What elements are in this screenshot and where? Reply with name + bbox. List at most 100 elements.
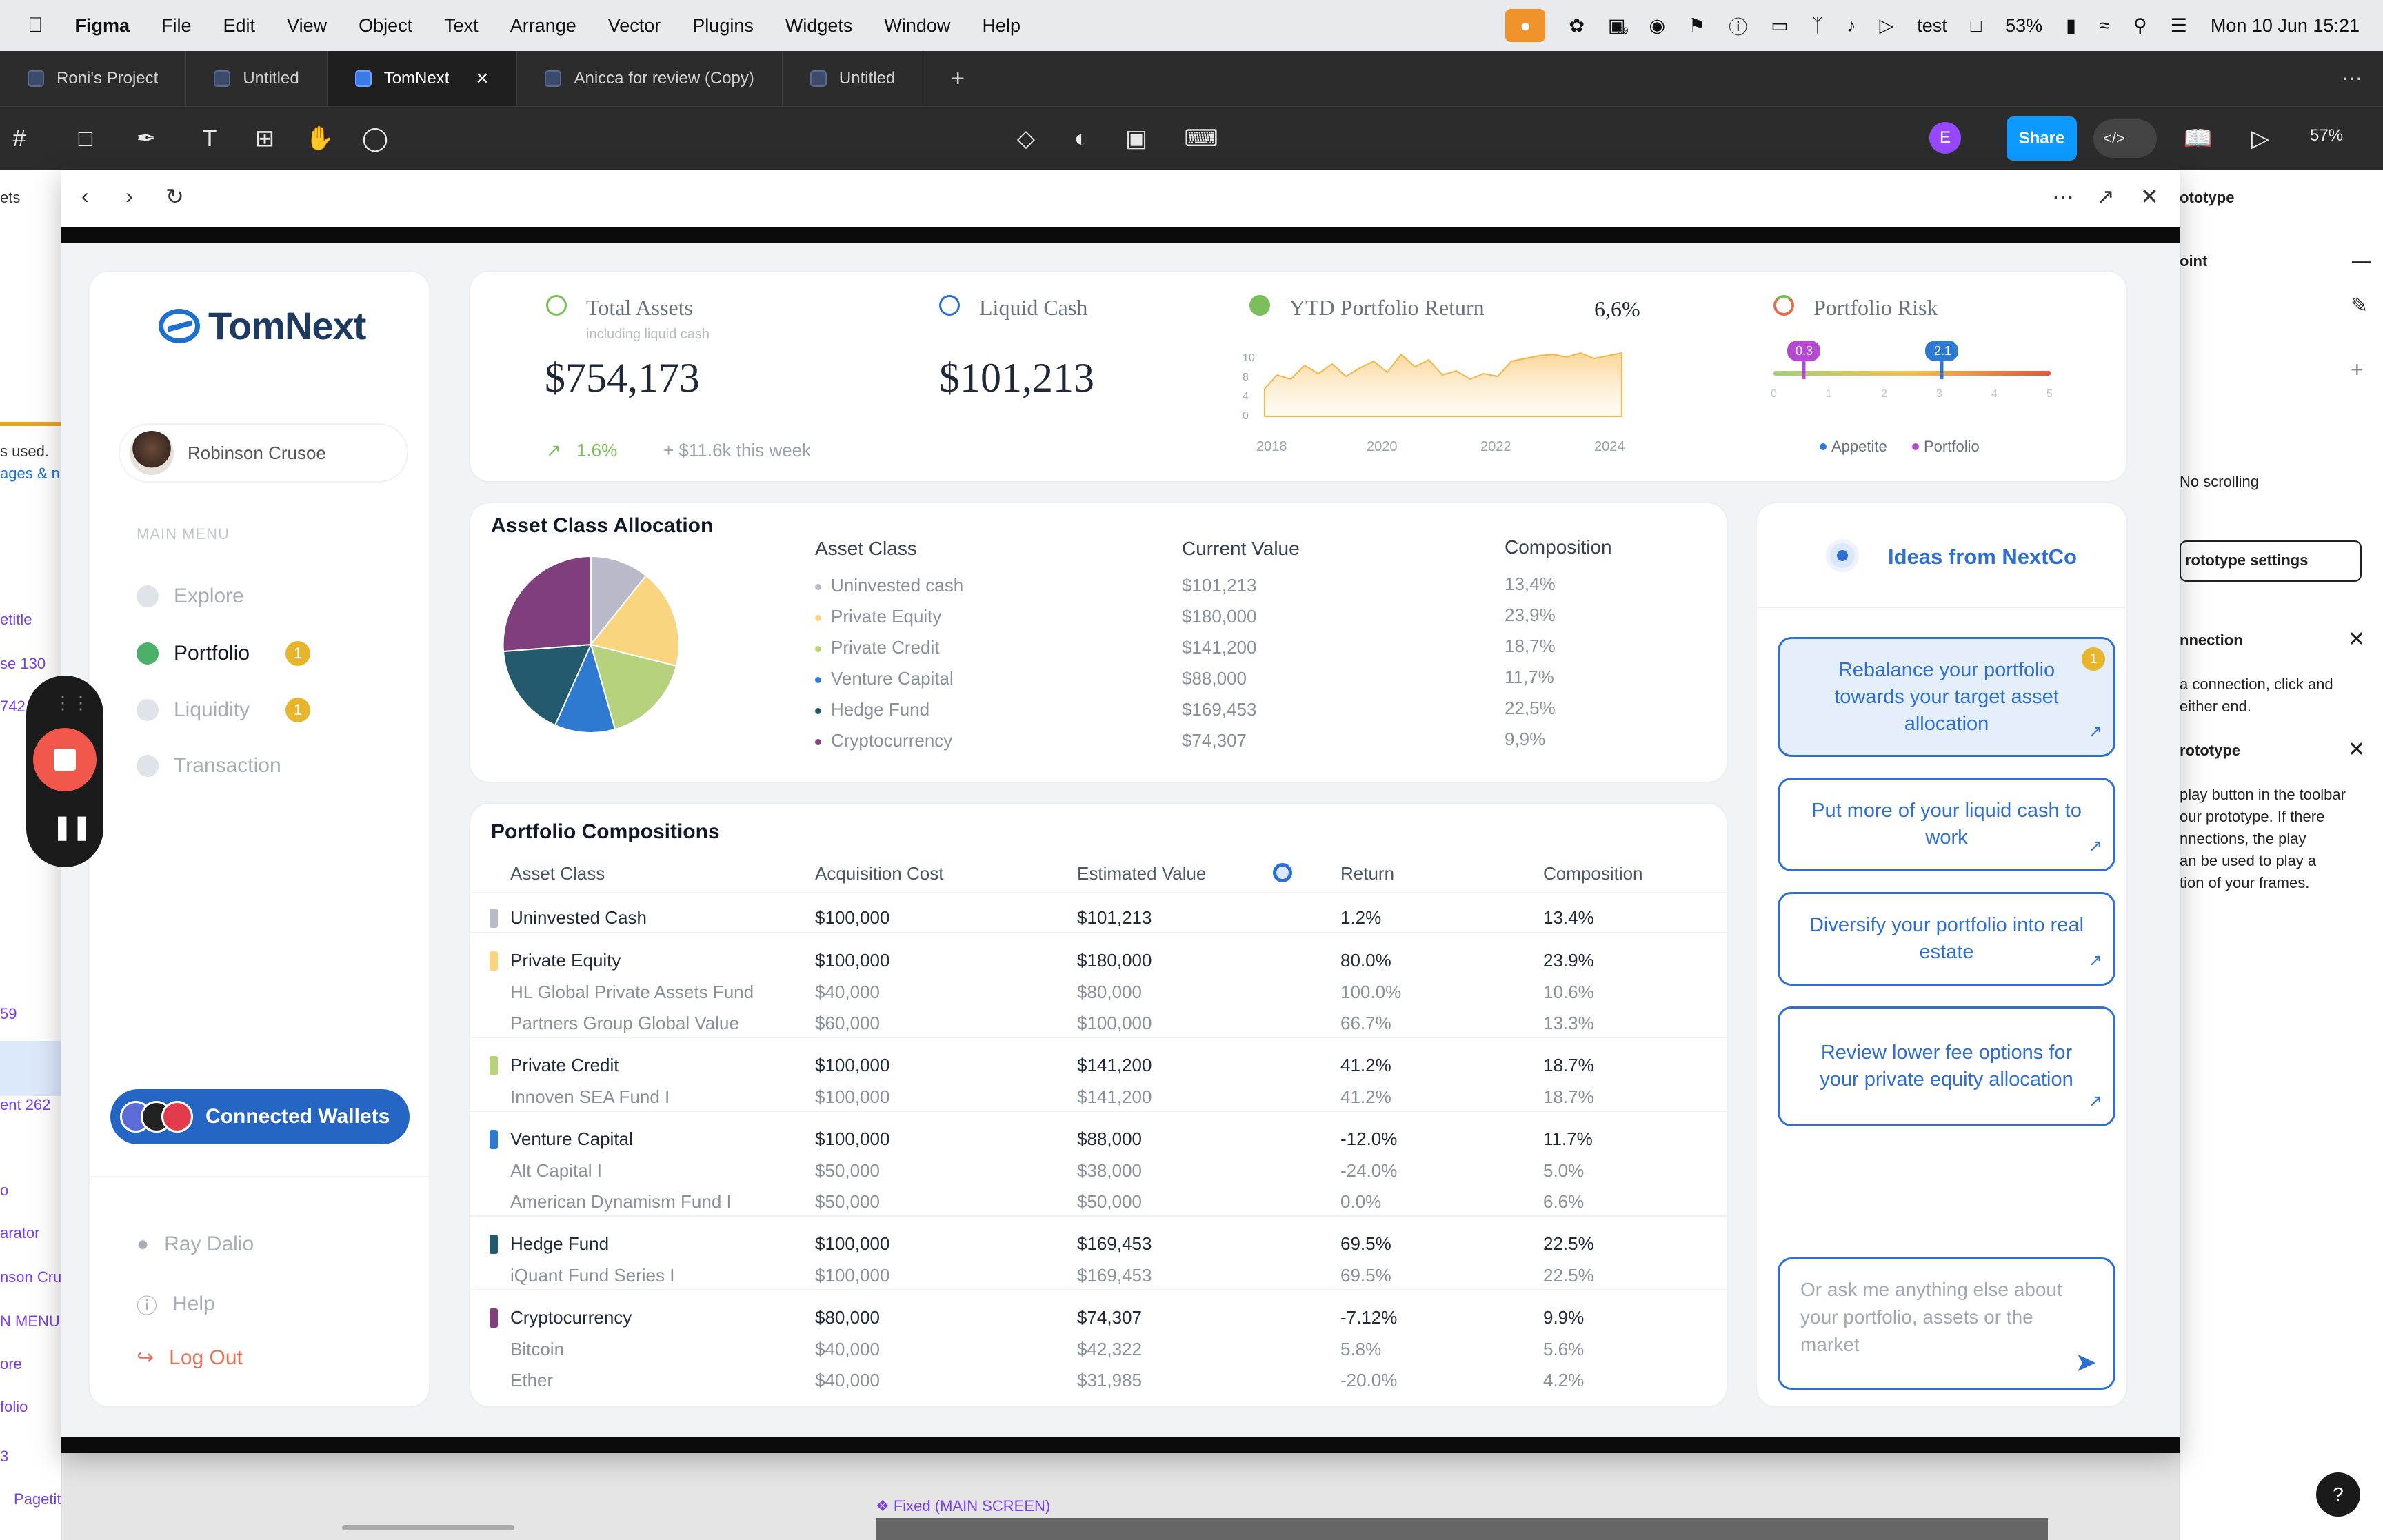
back-icon[interactable]: ‹ [81,183,89,208]
boolean-icon[interactable]: ▣ [1125,125,1148,152]
more-icon[interactable]: ⋯ [2342,67,2362,90]
present-icon[interactable]: ▷ [2251,125,2270,152]
idea-rebalance[interactable]: Rebalance your portfolio towards your ta… [1778,637,2115,757]
new-tab-button[interactable]: + [951,65,965,92]
more-icon[interactable]: ⋯ [2052,184,2074,209]
app-menu[interactable]: Figma [59,14,130,36]
resources-icon[interactable]: ⊞ [254,125,275,152]
nav-transaction[interactable]: Transaction [137,754,281,778]
layer-item[interactable]: ent 262 [0,1096,51,1113]
battery-icon[interactable]: ▮ [2066,14,2076,36]
mask-icon[interactable]: ◐ [1074,125,1089,152]
info-icon[interactable]: ⓘ [1729,17,1748,38]
minus-icon[interactable]: — [2352,250,2371,271]
menu-object[interactable]: Object [343,14,412,36]
group-name[interactable]: Venture Capital [510,1128,633,1149]
status-user[interactable]: test [1917,14,1947,36]
flag-icon[interactable]: ⚑ [1689,14,1706,36]
library-icon[interactable]: 📖 [2183,125,2213,152]
idea-real-estate[interactable]: Diversify your portfolio into real estat… [1778,892,2115,986]
pie-slice-private-credit[interactable] [590,643,678,731]
help-button[interactable]: ? [2316,1472,2360,1517]
pen-tool-icon[interactable]: ✒ [136,125,157,152]
layer-item[interactable]: ages & n [0,465,60,482]
user-profile[interactable]: Robinson Crusoe [119,423,408,483]
display-icon[interactable]: ▭ [1771,14,1789,36]
layer-item[interactable]: ets [0,189,21,206]
layer-item[interactable]: ore [0,1355,22,1372]
avatar[interactable]: E [1929,122,1961,154]
selected-layer[interactable] [0,1041,62,1096]
nav-help[interactable]: ⓘ Help [137,1289,215,1319]
shape-tool-icon[interactable]: □ [78,125,93,152]
close-icon[interactable]: ✕ [2348,738,2366,761]
pie-slice-crypto[interactable] [502,555,592,653]
layer-item[interactable]: se 130 [0,655,46,672]
layer-item[interactable]: etitle [0,611,32,628]
nav-explore[interactable]: Explore [137,585,244,608]
prototype-settings-button[interactable]: rototype settings [2180,540,2362,582]
comment-tool-icon[interactable]: ◯ [361,125,389,152]
scrollbar[interactable] [342,1525,514,1530]
menu-window[interactable]: Window [868,14,950,36]
open-external-icon[interactable]: ↗ [2096,184,2115,209]
tab-untitled-2[interactable]: Untitled [783,51,924,106]
group-name[interactable]: Hedge Fund [510,1233,610,1254]
holding-name[interactable]: Innoven SEA Fund I [510,1086,670,1107]
group-name[interactable]: Uninvested Cash [510,907,647,928]
wifi-icon[interactable]: ≈ [2100,14,2110,36]
nav-advisor[interactable]: ● Ray Dalio [137,1233,254,1255]
search-icon[interactable]: ⚲ [2133,14,2147,36]
idea-liquid-cash[interactable]: Put more of your liquid cash to work ↗ [1778,778,2115,871]
pie-slice-uninvested[interactable] [590,555,647,647]
holding-name[interactable]: Bitcoin [510,1339,565,1359]
tab-ronis-project[interactable]: Roni's Project [0,51,187,106]
connected-wallets-button[interactable]: Connected Wallets [110,1089,410,1144]
menu-help[interactable]: Help [966,14,1020,36]
microphone-icon[interactable]: ● [1505,9,1546,42]
add-icon[interactable]: + [2351,357,2364,382]
bluetooth-icon[interactable]: ᛉ [1811,14,1823,36]
pie-slice-private-equity[interactable] [590,574,680,667]
info-icon[interactable] [1273,863,1292,882]
pie-slice-venture[interactable] [554,642,616,733]
play-circle-icon[interactable]: ▷ [1879,14,1894,36]
layer-item[interactable]: 3 [0,1448,9,1465]
dev-mode-toggle[interactable]: </> [2093,119,2157,158]
control-center-icon[interactable]: ☰ [2170,14,2187,36]
layer-item[interactable]: 59 [0,1005,17,1022]
group-name[interactable]: Cryptocurrency [510,1307,632,1328]
arc-icon[interactable]: ◉ [1649,14,1666,36]
ask-input[interactable]: Or ask me anything else about your portf… [1778,1257,2115,1390]
pie-slice-hedge[interactable] [502,643,592,727]
tab-untitled-1[interactable]: Untitled [186,51,328,106]
close-icon[interactable]: ✕ [2348,628,2366,651]
stop-recording-button[interactable] [33,728,97,791]
holding-name[interactable]: American Dynamism Fund I [510,1191,732,1212]
holding-name[interactable]: Alt Capital I [510,1160,602,1181]
menu-arrange[interactable]: Arrange [494,14,576,36]
restart-icon[interactable]: ↻ [165,184,184,209]
text-tool-icon[interactable]: T [202,125,217,152]
audio-icon[interactable]: ♪ [1846,14,1856,36]
idea-lower-fees[interactable]: Review lower fee options for your privat… [1778,1006,2115,1126]
logout-button[interactable]: ↪ Log Out [137,1346,243,1370]
menu-plugins[interactable]: Plugins [676,14,754,36]
close-tab-icon[interactable]: ✕ [475,69,490,88]
group-name[interactable]: Private Credit [510,1055,619,1075]
crop-icon[interactable]: ⌨ [1184,125,1218,152]
apple-menu-icon[interactable]:  [28,14,43,37]
tab-tomnext[interactable]: TomNext ✕ [327,51,518,106]
brand-logo[interactable]: TomNext [159,303,366,348]
share-button[interactable]: Share [2007,116,2077,161]
layer-item[interactable]: arator [0,1224,40,1242]
layer-item[interactable]: o [0,1182,9,1199]
menu-file[interactable]: File [145,14,192,36]
chatgpt-icon[interactable]: ✿ [1569,14,1585,36]
zoom-level[interactable]: 57% [2310,126,2344,145]
layer-item[interactable]: folio [0,1398,28,1415]
notification-icon[interactable]: ▣ 59 [1607,14,1629,36]
edit-icon[interactable]: ✎ [2351,294,2369,317]
holding-name[interactable]: Ether [510,1370,554,1390]
nav-liquidity[interactable]: Liquidity 1 [137,698,311,722]
